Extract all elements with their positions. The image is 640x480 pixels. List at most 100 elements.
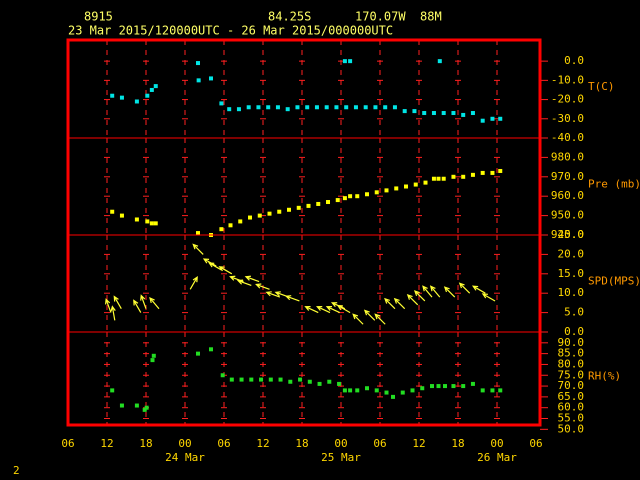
period: 23 Mar 2015/120000UTC - 26 Mar 2015/0000… [68, 24, 393, 38]
data-point [144, 405, 149, 410]
y-tick-label: 940.0 [551, 228, 584, 241]
y-axis-label: T(C) [588, 80, 615, 93]
data-point [365, 192, 369, 197]
grid [104, 40, 548, 430]
data-point [394, 186, 399, 191]
data-point [142, 407, 147, 412]
data-point [134, 99, 139, 104]
y-tick-label: 65.0 [558, 390, 585, 403]
data-point [307, 379, 312, 384]
data-point [149, 221, 154, 226]
y-tick-label: 90.0 [558, 336, 585, 349]
data-point [229, 377, 234, 382]
wind-arrow [384, 297, 396, 310]
data-point [383, 105, 388, 110]
data-point [119, 213, 124, 218]
y-tick-label: 70.0 [558, 379, 585, 392]
data-point [374, 388, 379, 393]
data-point [119, 95, 124, 100]
data-point [298, 377, 303, 382]
data-point [344, 105, 349, 110]
data-point [470, 111, 475, 116]
y-tick-label: 50.0 [558, 422, 585, 435]
wind-arrow [429, 285, 441, 298]
y-tick-label: 0.0 [564, 54, 584, 67]
data-point [480, 118, 485, 123]
data-point [365, 386, 369, 391]
data-point [149, 87, 154, 92]
data-point [410, 388, 415, 393]
x-tick-label: 00 [178, 437, 191, 450]
data-point [110, 93, 115, 98]
data-point [266, 105, 271, 110]
wind-arrow [352, 313, 364, 325]
wind-arrow [304, 306, 319, 314]
wind-arrow [325, 306, 340, 314]
y-tick-label: 950.0 [551, 209, 584, 222]
y-tick-label: 960.0 [551, 189, 584, 202]
data-point [384, 188, 389, 193]
wind-arrow [422, 285, 433, 298]
data-point [227, 107, 232, 112]
data-point [134, 403, 139, 408]
data-point [219, 101, 224, 106]
data-point [295, 105, 300, 110]
data-point [306, 203, 311, 208]
data-point [470, 172, 475, 177]
data-point [443, 384, 447, 389]
data-point [461, 174, 466, 179]
date-label: 25 Mar [321, 451, 361, 464]
x-tick-label: 12 [412, 437, 425, 450]
data-point [277, 209, 282, 214]
data-point [209, 347, 213, 352]
data-point [441, 111, 446, 116]
data-point [259, 377, 264, 382]
data-point [342, 388, 347, 393]
y-tick-label: 75.0 [558, 368, 585, 381]
data-point [246, 105, 251, 110]
data-point [384, 390, 389, 395]
y-tick-label: 980.0 [551, 150, 584, 163]
data-point [355, 388, 360, 393]
data-point [249, 377, 254, 382]
y-tick-label: 85.0 [558, 347, 585, 360]
data-point [400, 390, 405, 395]
data-point [285, 107, 290, 112]
x-tick-label: 06 [217, 437, 230, 450]
wind-arrow [443, 286, 456, 298]
page-number: 2 [13, 464, 20, 477]
data-point [412, 109, 417, 114]
y-tick-label: 20.0 [558, 247, 585, 260]
data-point [220, 373, 225, 378]
x-tick-label: 00 [334, 437, 347, 450]
data-point [348, 59, 353, 64]
y-tick-label: 15.0 [558, 267, 585, 280]
data-point [348, 194, 353, 199]
data-point [316, 201, 321, 206]
data-point [420, 386, 425, 391]
data-point [431, 111, 436, 116]
data-point [470, 381, 475, 386]
frame [66, 38, 542, 427]
x-tick-label: 18 [295, 437, 308, 450]
wind-arrow [244, 275, 260, 283]
wind-arrow [406, 293, 419, 306]
data-point [437, 59, 442, 64]
elevation: 88M [420, 10, 442, 24]
data-point [490, 388, 495, 393]
data-point [267, 211, 272, 216]
data-point [423, 180, 428, 185]
data-point [196, 78, 201, 83]
data-point [374, 190, 379, 195]
data-point [498, 388, 503, 393]
data-point [413, 182, 418, 187]
data-point [268, 377, 273, 382]
data-point [324, 105, 329, 110]
data-point [490, 170, 495, 175]
wind-arrow [393, 297, 406, 310]
data-point [278, 377, 283, 382]
wind-arrow [218, 266, 233, 275]
data-point [317, 381, 322, 386]
y-tick-label: -20.0 [551, 93, 584, 106]
